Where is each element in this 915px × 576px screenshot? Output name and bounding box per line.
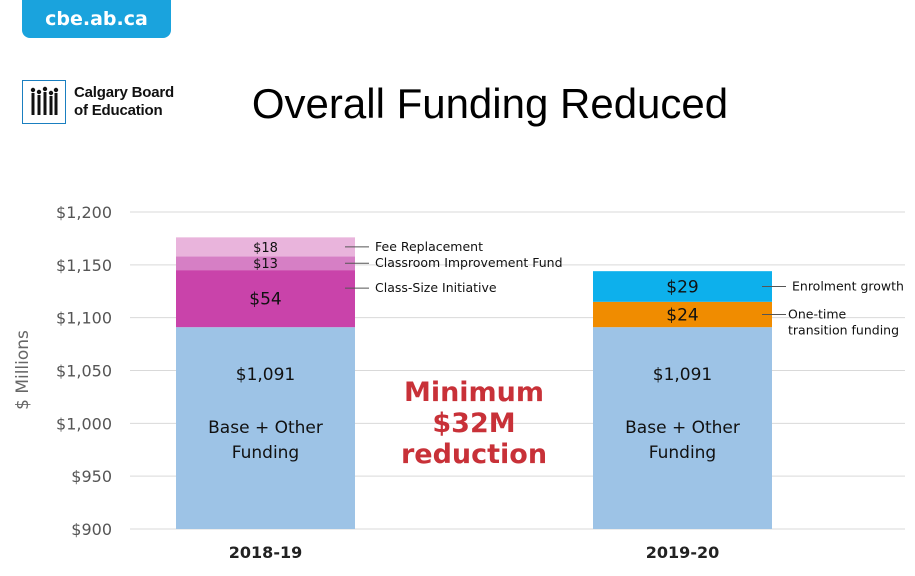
bar-segment	[176, 327, 355, 529]
segment-annotation: Class-Size Initiative	[375, 280, 497, 295]
segment-name-label: Funding	[649, 443, 716, 463]
segment-name-label: Funding	[232, 443, 299, 463]
segment-annotation: Fee Replacement	[375, 239, 483, 254]
y-axis-ticks: $900 $950 $1,000 $1,050 $1,100 $1,150 $1,200	[56, 203, 112, 539]
cbe-logo: Calgary Board of Education	[22, 80, 184, 124]
bar-2018-19: $1,091 Base + Other Funding $54 Class-Size I…	[176, 237, 563, 562]
bar-segment	[593, 327, 772, 529]
segment-name-label: Base + Other	[208, 418, 323, 438]
segment-value-label: $1,091	[653, 365, 712, 385]
y-tick-label: $950	[71, 467, 112, 486]
bar-segment	[176, 270, 355, 328]
logo-line-2: of Education	[74, 102, 163, 119]
segment-annotation: Enrolment growth	[792, 278, 904, 293]
y-tick-label: $1,050	[56, 362, 112, 381]
y-axis-label: $ Millions	[13, 330, 33, 410]
segment-value-label: $54	[249, 290, 281, 310]
bars: $1,091 Base + Other Funding $54 Class-Size I…	[176, 237, 904, 562]
y-tick-label: $1,000	[56, 414, 112, 433]
x-category-label: 2018-19	[229, 543, 302, 562]
logo-figures-icon	[22, 80, 66, 124]
segment-value-label: $24	[666, 305, 698, 325]
callout-line: Minimum	[404, 377, 544, 408]
y-tick-label: $1,200	[56, 203, 112, 222]
segment-value-label: $18	[253, 241, 278, 256]
callout-line: $32M	[432, 408, 515, 439]
bar-segment	[176, 256, 355, 271]
segment-value-label: $1,091	[236, 365, 295, 385]
y-tick-label: $900	[71, 520, 112, 539]
logo-text: Calgary Board of Education	[74, 84, 184, 120]
bar-2019-20: $1,091 Base + Other Funding $24 One-timetran…	[593, 271, 904, 562]
y-tick-label: $1,150	[56, 256, 112, 275]
segment-value-label: $13	[253, 257, 278, 272]
chart-title: Overall Funding Reduced	[251, 80, 729, 127]
logo-line-1: Calgary Board	[74, 84, 174, 101]
bar-segment	[593, 301, 772, 328]
segment-name-label: Base + Other	[625, 418, 740, 438]
segment-annotation: One-time	[788, 306, 847, 321]
segment-value-label: $29	[666, 277, 698, 297]
callout-line: reduction	[401, 439, 547, 470]
y-tick-label: $1,100	[56, 309, 112, 328]
bar-segment	[593, 271, 772, 302]
segment-annotation: Classroom Improvement Fund	[375, 255, 563, 270]
bar-segment	[176, 237, 355, 257]
segment-annotation: transition funding	[788, 322, 899, 337]
x-category-label: 2019-20	[646, 543, 719, 562]
site-url-tab[interactable]: cbe.ab.ca	[22, 0, 171, 38]
